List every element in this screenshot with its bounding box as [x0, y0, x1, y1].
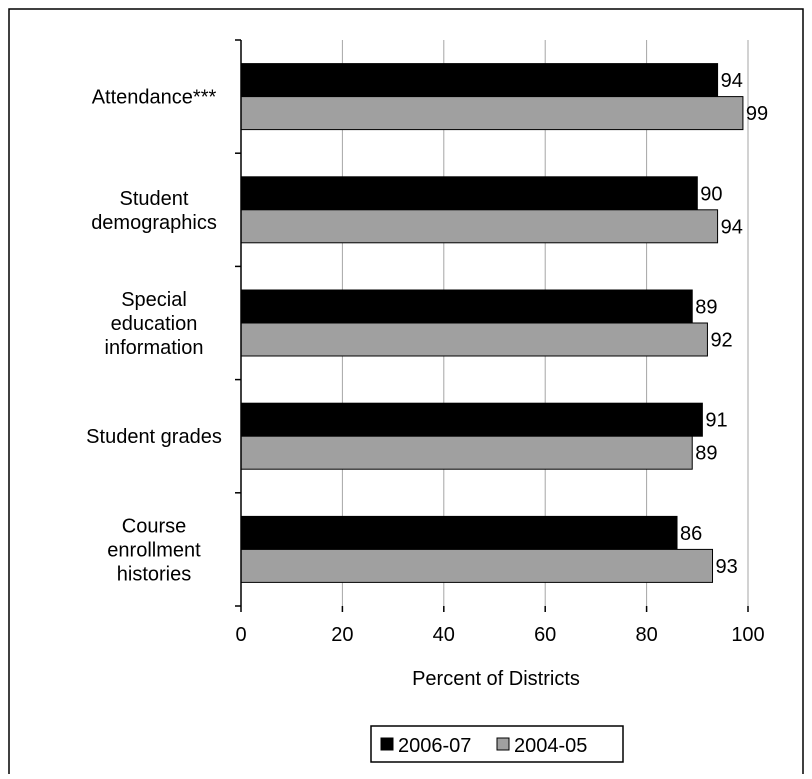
bar-2006-07-2: [240, 289, 693, 324]
data-label-2006-07-2: 89: [695, 297, 717, 319]
data-label-2006-07-4: 86: [680, 523, 702, 545]
data-label-2004-05-4: 93: [716, 556, 738, 578]
data-label-2006-07-0: 94: [721, 70, 743, 92]
legend-swatch-2004-05: [496, 737, 510, 751]
x-tick-label-100: 100: [731, 624, 764, 646]
legend-label-2004-05: 2004-05: [514, 735, 587, 757]
data-label-2004-05-0: 99: [746, 103, 768, 125]
bar-2004-05-3: [240, 435, 693, 470]
bar-2006-07-4: [240, 515, 678, 550]
legend: 2006-07 2004-05: [370, 725, 624, 763]
x-tick-label-0: 0: [235, 624, 246, 646]
bar-2004-05-0: [240, 96, 744, 131]
category-label-2: Special education information: [105, 289, 204, 359]
data-label-2006-07-3: 91: [705, 410, 727, 432]
data-label-2006-07-1: 90: [700, 183, 722, 205]
data-label-2004-05-3: 89: [695, 443, 717, 465]
legend-label-2006-07: 2006-07: [398, 735, 471, 757]
category-label-3: Student grades: [86, 426, 222, 448]
bar-chart: 0 20 40 60 80 100 9499Attendance***9094Studen…: [8, 8, 804, 774]
bar-2004-05-2: [240, 322, 708, 357]
category-label-1: Student demographics: [91, 188, 217, 234]
bar-2004-05-1: [240, 209, 719, 244]
x-axis-title: Percent of Districts: [412, 668, 580, 690]
x-tick-label-40: 40: [433, 624, 455, 646]
category-label-4: Course enrollment histories: [107, 515, 201, 585]
bar-2004-05-4: [240, 548, 714, 583]
chart-border: [8, 8, 804, 774]
legend-swatch-2006-07: [380, 737, 394, 751]
data-label-2004-05-1: 94: [721, 216, 743, 238]
chart-frame: 0 20 40 60 80 100 94 99 Attendance*** 90 94 Studen…: [8, 8, 804, 774]
x-tick-label-60: 60: [534, 624, 556, 646]
category-label-0: Attendance***: [92, 87, 217, 109]
x-tick-label-20: 20: [331, 624, 353, 646]
bar-2006-07-1: [240, 176, 698, 211]
bar-2006-07-0: [240, 63, 719, 98]
data-label-2004-05-2: 92: [710, 330, 732, 352]
x-tick-label-80: 80: [635, 624, 657, 646]
bar-2006-07-3: [240, 402, 703, 437]
